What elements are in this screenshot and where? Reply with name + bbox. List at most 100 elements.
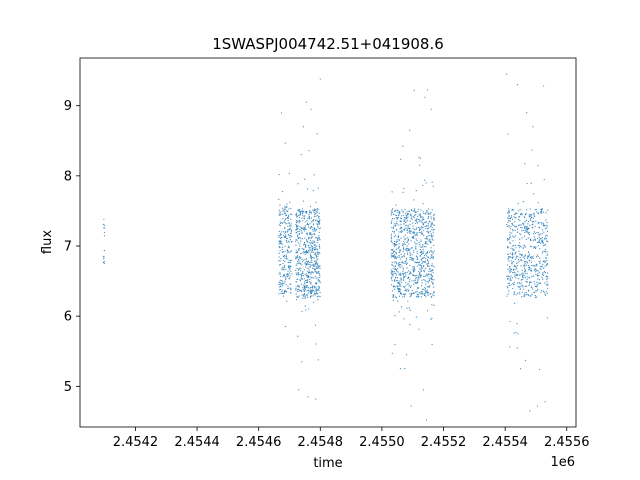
data-point [309,223,311,225]
data-point [538,235,540,237]
data-point [312,233,314,235]
data-point [309,264,311,266]
data-point [542,274,545,277]
data-point [539,260,541,262]
data-point [520,285,522,287]
data-point [535,208,537,211]
data-point [313,223,315,225]
data-point [392,227,395,229]
data-point [314,245,316,247]
data-point [427,280,429,282]
data-point [399,263,402,266]
data-point [310,289,312,291]
data-point [404,243,406,246]
data-point [291,235,293,237]
data-point [414,269,416,272]
data-point [288,172,290,174]
data-point [515,257,517,259]
data-point [390,256,392,258]
data-point [311,264,313,266]
data-point [305,250,308,252]
data-point [315,236,317,239]
data-point [311,226,313,228]
data-point [408,232,410,234]
data-point [310,261,312,263]
data-point [402,286,404,288]
data-point [319,252,321,254]
data-point [318,223,320,225]
data-point [406,232,408,234]
data-point [280,231,282,233]
data-point [512,248,514,250]
data-point [546,259,548,261]
data-point [524,246,526,248]
data-point [312,190,314,192]
data-point [403,254,405,257]
data-point [301,213,304,215]
data-point [305,266,307,268]
data-point [305,246,307,248]
data-point [311,277,313,279]
x-tick-label: 2.4548 [298,435,344,450]
data-point [426,292,428,294]
data-point [319,78,321,80]
data-point [517,202,519,205]
data-point [398,283,401,285]
data-point [422,203,424,205]
data-point [413,250,415,252]
data-point [526,273,528,275]
data-point [527,290,530,292]
data-point [314,212,317,214]
data-point [392,208,394,210]
data-point [308,308,310,310]
data-point [311,291,313,294]
data-point [290,229,292,231]
data-point [284,289,286,291]
data-point [509,256,511,258]
data-point [400,158,402,160]
data-point [524,255,526,257]
data-point [316,249,319,251]
data-point [391,284,393,286]
data-point [409,309,411,311]
data-point [306,240,308,242]
data-point [520,265,522,267]
data-point [425,213,427,215]
data-point [315,229,318,231]
data-point [280,275,282,278]
data-point [401,217,403,220]
data-point [433,244,435,247]
data-point [526,281,528,283]
data-point [428,261,430,263]
data-point [523,294,525,296]
data-point [402,251,404,253]
data-point [533,238,535,240]
data-point [533,281,535,283]
data-point [289,237,291,239]
data-point [403,263,405,265]
data-point [545,257,547,259]
data-point [541,266,543,268]
data-point [528,215,530,217]
data-point [393,240,396,242]
data-point [524,292,526,294]
data-point [428,240,430,242]
data-point [533,291,535,294]
data-point [401,227,403,229]
data-point [541,290,543,292]
data-point [541,221,543,224]
data-point [312,290,314,292]
data-point [396,243,398,246]
data-point [307,396,309,398]
data-point [279,264,282,266]
data-point [296,278,299,280]
data-point [304,242,306,244]
data-point [390,238,393,240]
data-point [301,232,303,235]
data-point [537,288,539,290]
data-point [391,264,394,266]
data-point [525,225,527,227]
data-point [392,271,394,273]
data-point [420,296,423,298]
data-point [396,270,398,272]
